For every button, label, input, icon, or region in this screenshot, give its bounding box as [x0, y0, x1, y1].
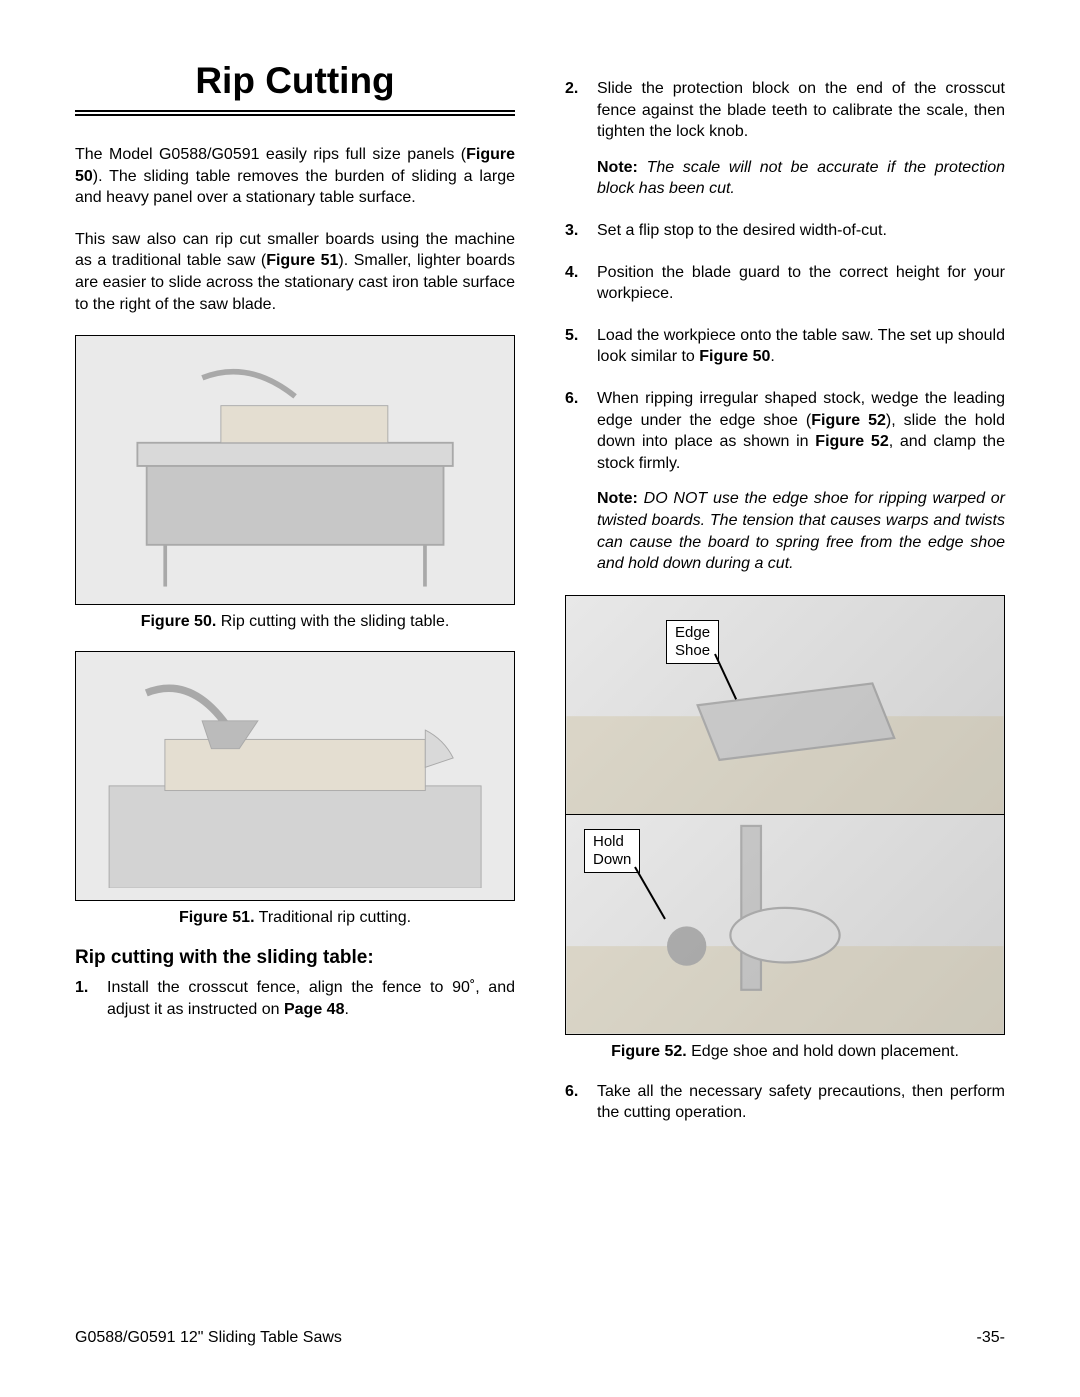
- figure-ref: Figure 52: [811, 412, 886, 429]
- left-column: Rip Cutting The Model G0588/G0591 easily…: [75, 60, 515, 1144]
- steps-left: 1. Install the crosscut fence, align the…: [75, 977, 515, 1020]
- figure-52-bottom: Hold Down: [566, 815, 1004, 1034]
- footer-left: G0588/G0591 12" Sliding Table Saws: [75, 1329, 342, 1347]
- table-saw-icon: [98, 350, 492, 591]
- step-6b: 6. Take all the necessary safety precaut…: [565, 1081, 1005, 1124]
- step-number: 1.: [75, 977, 107, 1020]
- note-text: DO NOT use the edge shoe for ripping war…: [597, 490, 1005, 572]
- page-title: Rip Cutting: [75, 60, 515, 102]
- text: .: [344, 1001, 348, 1018]
- step-4: 4. Position the blade guard to the corre…: [565, 262, 1005, 305]
- step-number: 6.: [565, 388, 597, 575]
- steps-right-cont: 6. Take all the necessary safety precaut…: [565, 1081, 1005, 1124]
- figure-label: Figure 51.: [179, 909, 255, 926]
- text: Slide the protection block on the end of…: [597, 80, 1005, 140]
- step-body: Set a flip stop to the desired width-of-…: [597, 220, 1005, 242]
- text: Load the workpiece onto the table saw. T…: [597, 327, 1005, 366]
- step-body: Take all the necessary safety precaution…: [597, 1081, 1005, 1124]
- step-body: Load the workpiece onto the table saw. T…: [597, 325, 1005, 368]
- figure-ref: Figure 51: [266, 252, 338, 269]
- step-number: 2.: [565, 78, 597, 200]
- footer-right: -35-: [977, 1329, 1005, 1347]
- step-number: 6.: [565, 1081, 597, 1124]
- figure-52-image: Edge Shoe Hold Down: [565, 595, 1005, 1035]
- step-body: Position the blade guard to the correct …: [597, 262, 1005, 305]
- title-underline: [75, 110, 515, 116]
- figure-50-caption: Figure 50. Rip cutting with the sliding …: [75, 613, 515, 631]
- step-5: 5. Load the workpiece onto the table saw…: [565, 325, 1005, 368]
- figure-label: Figure 52.: [611, 1043, 687, 1060]
- figure-50-image: [75, 335, 515, 605]
- note: Note: The scale will not be accurate if …: [597, 157, 1005, 200]
- step-body: When ripping irregular shaped stock, wed…: [597, 388, 1005, 575]
- step-body: Install the crosscut fence, align the fe…: [107, 977, 515, 1020]
- intro-para-2: This saw also can rip cut smaller boards…: [75, 229, 515, 315]
- text: .: [770, 348, 774, 365]
- step-body: Slide the protection block on the end of…: [597, 78, 1005, 200]
- rip-cutting-icon: [98, 665, 492, 888]
- figure-text: Edge shoe and hold down placement.: [687, 1043, 959, 1060]
- intro-para-1: The Model G0588/G0591 easily rips full s…: [75, 144, 515, 209]
- step-number: 4.: [565, 262, 597, 305]
- note-label: Note:: [597, 159, 638, 176]
- text: ). The sliding table removes the burden …: [75, 168, 515, 207]
- figure-ref: Figure 52: [815, 433, 888, 450]
- subheading: Rip cutting with the sliding table:: [75, 947, 515, 969]
- steps-right: 2. Slide the protection block on the end…: [565, 78, 1005, 575]
- step-number: 3.: [565, 220, 597, 242]
- figure-51-caption: Figure 51. Traditional rip cutting.: [75, 909, 515, 927]
- step-1: 1. Install the crosscut fence, align the…: [75, 977, 515, 1020]
- figure-text: Rip cutting with the sliding table.: [216, 613, 449, 630]
- note: Note: DO NOT use the edge shoe for rippi…: [597, 488, 1005, 574]
- text: The Model G0588/G0591 easily rips full s…: [75, 146, 466, 163]
- figure-52-caption: Figure 52. Edge shoe and hold down place…: [565, 1043, 1005, 1061]
- figure-text: Traditional rip cutting.: [255, 909, 412, 926]
- step-number: 5.: [565, 325, 597, 368]
- figure-label: Figure 50.: [141, 613, 217, 630]
- right-column: 2. Slide the protection block on the end…: [565, 60, 1005, 1144]
- figure-ref: Figure 50: [699, 348, 770, 365]
- page-ref: Page 48: [284, 1001, 344, 1018]
- note-text: The scale will not be accurate if the pr…: [597, 159, 1005, 198]
- edge-shoe-icon: [566, 596, 1004, 815]
- hold-down-icon: [566, 815, 1004, 1034]
- note-label: Note:: [597, 490, 638, 507]
- page-footer: G0588/G0591 12" Sliding Table Saws -35-: [75, 1329, 1005, 1347]
- step-2: 2. Slide the protection block on the end…: [565, 78, 1005, 200]
- step-3: 3. Set a flip stop to the desired width-…: [565, 220, 1005, 242]
- figure-51-image: [75, 651, 515, 901]
- figure-52-top: Edge Shoe: [566, 596, 1004, 816]
- step-6a: 6. When ripping irregular shaped stock, …: [565, 388, 1005, 575]
